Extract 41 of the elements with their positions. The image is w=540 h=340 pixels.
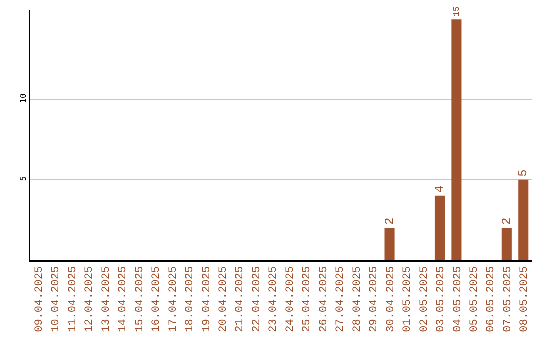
x-tick-label: 12.04.2025 <box>84 266 96 332</box>
data-label: 2 <box>500 218 514 225</box>
data-label: 2 <box>382 218 397 225</box>
x-tick-label: 03.05.2025 <box>436 266 448 332</box>
x-tick-label: 26.04.2025 <box>318 266 330 332</box>
x-tick-label: 23.04.2025 <box>268 266 280 332</box>
data-label: 4 <box>432 186 447 193</box>
x-tick-label: 13.04.2025 <box>100 266 113 332</box>
x-tick-label: 02.05.2025 <box>418 266 431 332</box>
x-tick-label: 10.04.2025 <box>50 266 63 332</box>
x-tick-label: 29.04.2025 <box>368 266 381 332</box>
x-tick-label: 08.05.2025 <box>519 266 532 332</box>
bar <box>518 180 529 260</box>
x-tick-label: 05.05.2025 <box>469 266 482 332</box>
x-tick-label: 06.05.2025 <box>486 266 498 332</box>
bar <box>452 20 462 260</box>
x-tick-label: 22.04.2025 <box>251 266 264 332</box>
data-label: 5 <box>516 170 531 177</box>
x-tick-label: 15.04.2025 <box>134 266 146 332</box>
x-tick-label: 19.04.2025 <box>201 266 214 332</box>
x-tick-label: 21.04.2025 <box>234 266 247 332</box>
x-tick-label: 07.05.2025 <box>502 266 514 332</box>
x-tick-label: 25.04.2025 <box>302 266 314 332</box>
y-tick-label: 10 <box>18 94 28 104</box>
x-tick-label: 18.04.2025 <box>184 266 197 332</box>
x-tick-label: 09.04.2025 <box>34 266 46 332</box>
x-tick-label: 30.04.2025 <box>385 266 398 332</box>
bar <box>502 228 512 260</box>
x-tick-label: 16.04.2025 <box>151 266 164 332</box>
bar <box>434 196 445 260</box>
bar <box>384 228 395 260</box>
x-tick-label: 27.04.2025 <box>335 266 348 332</box>
x-tick-label: 28.04.2025 <box>352 266 364 332</box>
x-tick-label: 14.04.2025 <box>118 266 130 332</box>
x-tick-label: 11.04.2025 <box>67 266 80 332</box>
x-tick-label: 20.04.2025 <box>218 266 230 332</box>
x-tick-label: 01.05.2025 <box>402 266 414 332</box>
x-tick-label: 24.04.2025 <box>284 266 297 332</box>
x-tick-label: 04.05.2025 <box>452 266 464 332</box>
x-tick-label: 17.04.2025 <box>168 266 180 332</box>
data-label: 15 <box>452 6 462 17</box>
